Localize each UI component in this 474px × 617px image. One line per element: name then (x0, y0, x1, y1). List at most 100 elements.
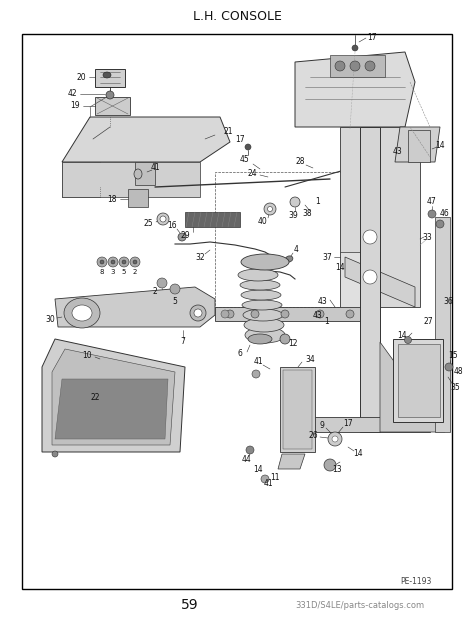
Polygon shape (295, 52, 415, 127)
Ellipse shape (100, 260, 104, 264)
Ellipse shape (404, 336, 411, 344)
Text: 22: 22 (90, 392, 100, 402)
Text: 30: 30 (45, 315, 55, 325)
Text: 40: 40 (258, 218, 268, 226)
Text: 45: 45 (240, 155, 250, 165)
Polygon shape (128, 189, 148, 207)
Polygon shape (95, 97, 130, 115)
Text: 34: 34 (305, 355, 315, 363)
Text: 3: 3 (111, 269, 115, 275)
Text: 44: 44 (242, 455, 252, 465)
Polygon shape (393, 339, 443, 422)
Ellipse shape (134, 169, 142, 179)
Polygon shape (62, 162, 200, 197)
Text: 14: 14 (253, 465, 263, 474)
Text: 5: 5 (122, 269, 126, 275)
Ellipse shape (251, 310, 259, 318)
Ellipse shape (363, 230, 377, 244)
Ellipse shape (242, 300, 282, 310)
Text: 26: 26 (308, 431, 318, 441)
Text: 17: 17 (235, 136, 245, 144)
Ellipse shape (324, 459, 336, 471)
Text: 15: 15 (448, 352, 458, 360)
Ellipse shape (160, 216, 166, 222)
Ellipse shape (281, 310, 289, 318)
Text: 11: 11 (270, 473, 280, 481)
Ellipse shape (97, 257, 107, 267)
Polygon shape (305, 57, 410, 117)
Polygon shape (340, 127, 420, 307)
Ellipse shape (243, 309, 283, 321)
Polygon shape (280, 367, 315, 452)
Ellipse shape (261, 475, 269, 483)
Text: 59: 59 (181, 598, 199, 612)
Text: 32: 32 (195, 252, 205, 262)
Text: 331D/S4LE/parts-catalogs.com: 331D/S4LE/parts-catalogs.com (295, 600, 425, 610)
Ellipse shape (285, 256, 293, 262)
Bar (22, 34, 452, 589)
Ellipse shape (436, 220, 444, 228)
Ellipse shape (238, 269, 278, 281)
Ellipse shape (280, 334, 290, 344)
Ellipse shape (133, 260, 137, 264)
Ellipse shape (264, 203, 276, 215)
Ellipse shape (316, 310, 324, 318)
Ellipse shape (240, 280, 280, 290)
Bar (408, 130, 430, 162)
Text: 27: 27 (423, 318, 433, 326)
Polygon shape (62, 117, 230, 162)
Ellipse shape (72, 305, 92, 321)
Ellipse shape (290, 197, 300, 207)
Polygon shape (310, 417, 430, 432)
Text: 39: 39 (288, 210, 298, 220)
Polygon shape (95, 69, 125, 87)
Text: 14: 14 (435, 141, 445, 149)
Text: 14: 14 (353, 450, 363, 458)
Text: 46: 46 (440, 210, 450, 218)
Text: 38: 38 (302, 210, 312, 218)
Ellipse shape (194, 309, 202, 317)
Text: 13: 13 (332, 465, 342, 473)
Ellipse shape (157, 278, 167, 288)
Text: 17: 17 (367, 33, 377, 43)
Polygon shape (340, 252, 380, 307)
Text: 12: 12 (288, 339, 298, 347)
Ellipse shape (428, 210, 436, 218)
Ellipse shape (111, 260, 115, 264)
Ellipse shape (241, 254, 289, 270)
Text: 41: 41 (253, 357, 263, 366)
Text: 25: 25 (143, 220, 153, 228)
Ellipse shape (335, 61, 345, 71)
Text: 18: 18 (107, 194, 117, 204)
Text: L.H. CONSOLE: L.H. CONSOLE (192, 10, 282, 23)
Text: 21: 21 (223, 128, 233, 136)
Text: 1: 1 (316, 197, 320, 207)
Text: 6: 6 (237, 349, 242, 358)
Ellipse shape (244, 318, 284, 332)
Ellipse shape (365, 61, 375, 71)
Polygon shape (185, 212, 240, 227)
Text: 7: 7 (181, 336, 185, 346)
Ellipse shape (190, 305, 206, 321)
Ellipse shape (363, 270, 377, 284)
Ellipse shape (332, 436, 338, 442)
Text: 2: 2 (133, 269, 137, 275)
Ellipse shape (445, 363, 453, 371)
Ellipse shape (267, 207, 273, 212)
Polygon shape (395, 127, 440, 162)
Polygon shape (398, 344, 440, 417)
Text: 4: 4 (293, 246, 299, 254)
Bar (330, 55, 385, 77)
Text: 43: 43 (393, 146, 403, 155)
Text: 9: 9 (319, 421, 324, 429)
Ellipse shape (108, 257, 118, 267)
Text: 43: 43 (313, 310, 323, 320)
Text: 37: 37 (322, 252, 332, 262)
Polygon shape (278, 454, 305, 469)
Ellipse shape (157, 213, 169, 225)
Text: 8: 8 (100, 269, 104, 275)
Text: PE-1193: PE-1193 (401, 578, 432, 587)
Ellipse shape (130, 257, 140, 267)
Ellipse shape (328, 432, 342, 446)
Ellipse shape (241, 290, 281, 300)
